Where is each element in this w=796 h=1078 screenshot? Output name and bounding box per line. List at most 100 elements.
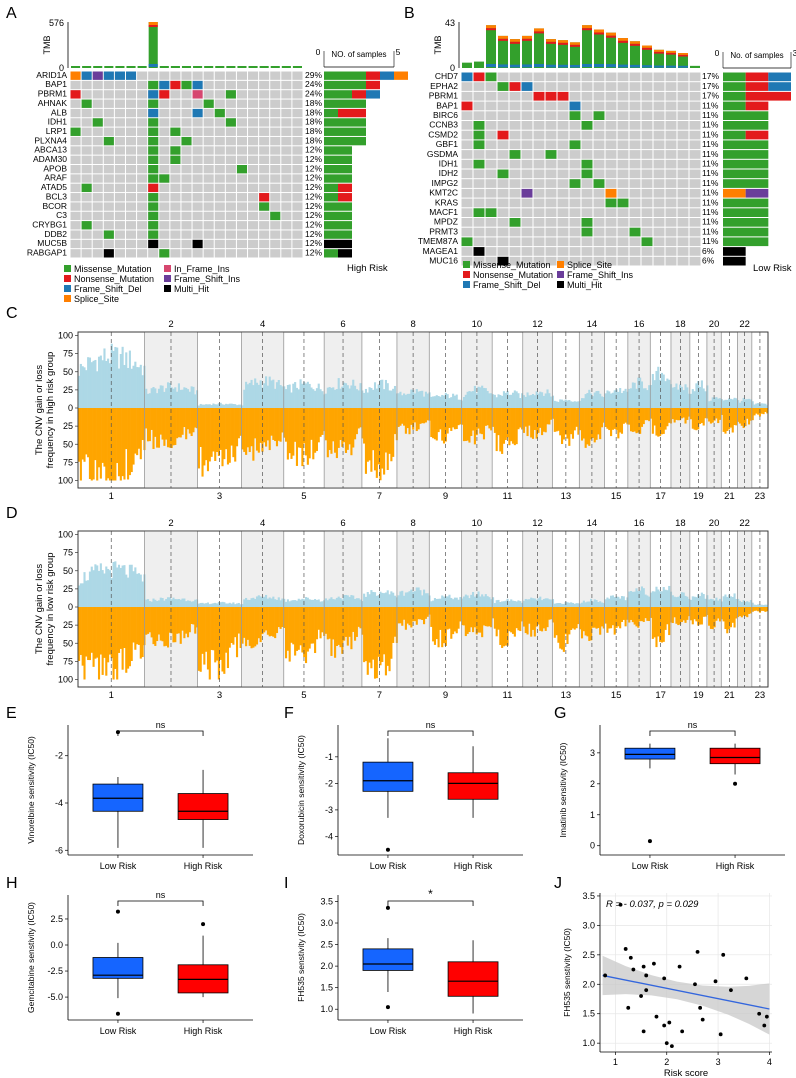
loss-bar	[497, 408, 500, 436]
loss-bar	[419, 408, 422, 424]
loss-bar	[586, 607, 589, 637]
oncoplot-cell	[70, 146, 81, 155]
loss-bar	[332, 408, 335, 442]
loss-bar	[508, 607, 511, 632]
gain-bar	[292, 383, 295, 408]
oncoplot-cell	[497, 101, 509, 111]
mutation-cell-nonsense	[497, 130, 509, 140]
gain-bar	[388, 594, 391, 607]
oncoplot-cell	[641, 159, 653, 169]
gain-bar	[417, 587, 420, 607]
loss-bar	[464, 408, 467, 441]
gain-bar	[324, 393, 328, 408]
gain-bar	[697, 381, 700, 408]
gain-bar	[597, 601, 600, 607]
loss-bar	[341, 408, 344, 447]
oncoplot-cell	[125, 155, 137, 164]
tmb-bar	[666, 50, 676, 68]
loss-bar	[473, 607, 476, 628]
oncoplot-cell	[281, 127, 292, 136]
gain-bar	[417, 391, 420, 408]
y-tick-label: -2	[55, 751, 63, 761]
tmb-bar-cap	[486, 25, 496, 29]
oncoplot-cell	[581, 72, 593, 82]
oncoplot-cell	[533, 72, 545, 82]
significance-label: ns	[156, 890, 166, 900]
gain-bar	[600, 602, 604, 607]
loss-bar	[150, 408, 153, 430]
loss-bar	[203, 607, 206, 665]
loss-bar	[381, 607, 384, 662]
loss-bar	[87, 408, 90, 458]
loss-bar	[709, 408, 713, 424]
loss-bar	[255, 408, 259, 451]
oncoplot-cell	[137, 136, 148, 146]
oncoplot-cell	[545, 111, 557, 120]
oncoplot-cell	[203, 193, 214, 202]
loss-bar	[239, 408, 242, 436]
loss-bar	[755, 408, 758, 414]
gain-bar	[622, 596, 625, 607]
gain-bar	[633, 382, 636, 408]
oncoplot-cell	[225, 239, 236, 249]
gain-bar	[433, 598, 437, 607]
gain-bar	[208, 404, 211, 408]
loss-bar	[748, 607, 751, 614]
oncoplot-cell	[665, 227, 677, 237]
oncoplot-cell	[114, 127, 125, 136]
gain-bar	[470, 594, 473, 607]
gain-bar	[735, 598, 738, 607]
gene-percent: 11%	[702, 139, 719, 149]
sample-count-bar	[338, 183, 352, 193]
loss-bar	[281, 607, 284, 627]
gain-bar	[580, 602, 584, 607]
loss-bar	[635, 408, 638, 434]
gain-bar	[729, 398, 732, 408]
tmb-bar	[204, 66, 214, 68]
gain-bar	[321, 391, 324, 408]
oncoplot-cell	[214, 136, 225, 146]
gain-bar	[580, 398, 584, 408]
oncoplot-cell	[497, 179, 509, 188]
sample-count-bar	[723, 111, 769, 120]
loss-bar	[655, 408, 658, 436]
loss-bar	[680, 607, 683, 623]
chromosome-label-top: 20	[709, 319, 720, 330]
oncoplot-cell	[653, 208, 665, 217]
tmb-bar-cap	[630, 41, 640, 44]
loss-bar	[334, 607, 337, 658]
gain-bar	[617, 391, 620, 408]
oncoplot-cell	[605, 237, 617, 247]
loss-bar	[186, 607, 190, 638]
oncoplot-cell	[248, 108, 259, 118]
gain-bar	[611, 595, 614, 607]
loss-bar	[744, 607, 747, 617]
loss-bar	[537, 408, 540, 433]
gain-bar	[127, 577, 130, 607]
loss-bar	[373, 607, 377, 679]
mutation-cell-missense	[236, 165, 248, 174]
tmb-bar-base	[148, 64, 158, 67]
oncoplot-cell	[581, 237, 593, 247]
loss-bar	[551, 408, 555, 419]
oncoplot-cell	[605, 121, 617, 130]
gain-bar	[700, 592, 703, 607]
oncoplot-cell	[236, 230, 248, 239]
loss-bar	[424, 408, 427, 423]
panel-letters: A B C D E F G H I J	[6, 5, 566, 892]
loss-bar	[479, 408, 482, 434]
gene-label: MUC16	[429, 256, 458, 266]
oncoplot-cell	[92, 165, 103, 174]
gene-label: IDH2	[439, 168, 459, 178]
loss-bar	[123, 607, 126, 649]
loss-bar	[760, 607, 763, 611]
loss-bar	[312, 408, 315, 460]
gain-bar	[519, 398, 522, 408]
loss-bar	[248, 607, 251, 646]
oncoplot-cell	[214, 118, 225, 127]
gene-percent: 12%	[305, 210, 322, 220]
oncoplot-cell	[485, 150, 497, 159]
oncoplot-cell	[641, 140, 653, 150]
oncoplot-cell	[125, 146, 137, 155]
gain-bar	[157, 600, 161, 607]
